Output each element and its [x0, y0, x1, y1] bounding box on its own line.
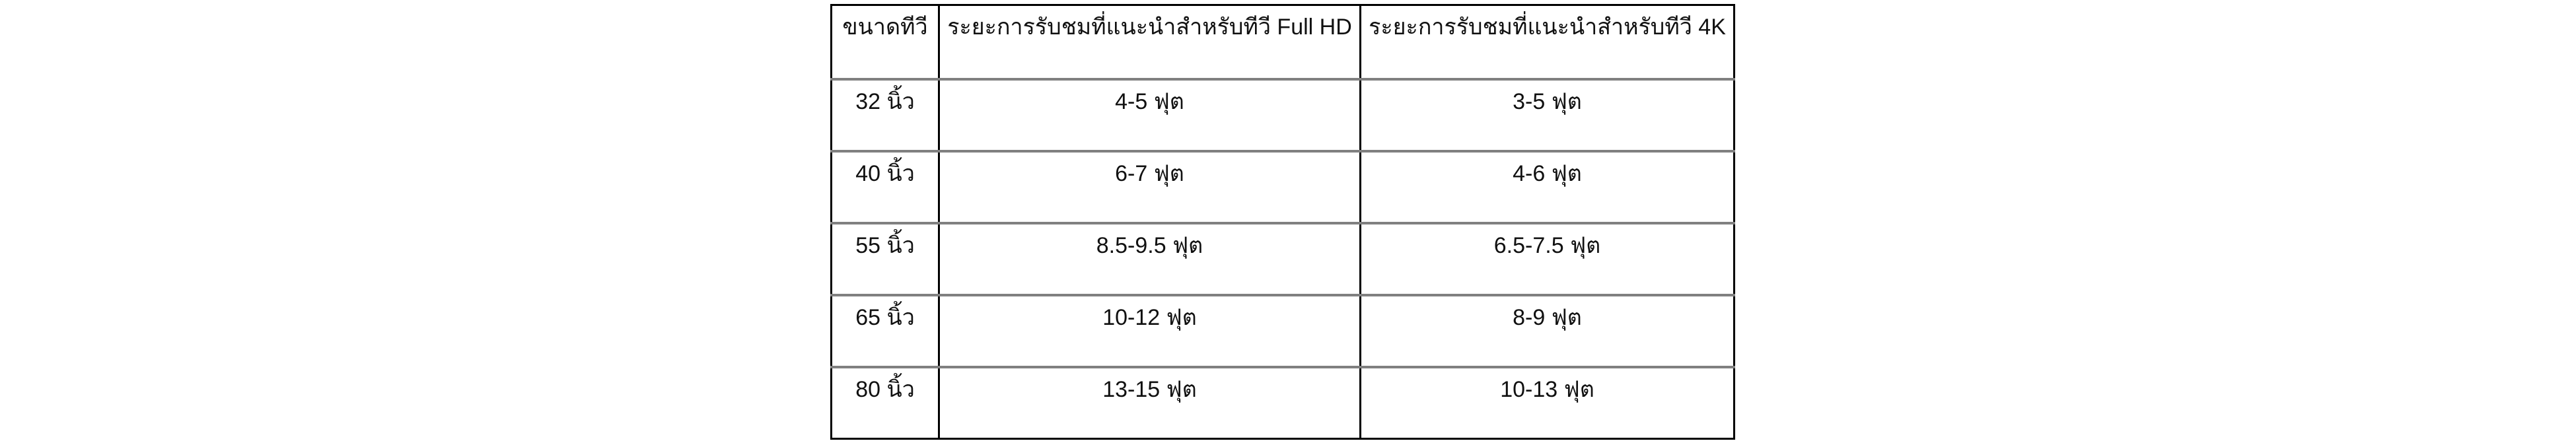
tv-size-cell: 32 นิ้ว [830, 77, 940, 151]
fullhd-distance-cell: 8.5-9.5 ฟุต [938, 221, 1361, 295]
header-distance-4k: ระยะการรับชมที่แนะนำสำหรับทีวี 4K [1359, 5, 1735, 79]
fullhd-distance-cell: 13-15 ฟุต [938, 365, 1361, 439]
fullhd-distance-cell: 10-12 ฟุต [938, 293, 1361, 367]
tv-size-cell: 55 นิ้ว [830, 221, 940, 295]
table-header-row: ขนาดทีวี ระยะการรับชมที่แนะนำสำหรับทีวี … [830, 5, 1735, 79]
header-tv-size: ขนาดทีวี [830, 5, 940, 79]
fullhd-distance-cell: 6-7 ฟุต [938, 149, 1361, 223]
table-row: 40 นิ้ว 6-7 ฟุต 4-6 ฟุต [830, 149, 1735, 223]
tv-size-cell: 65 นิ้ว [830, 293, 940, 367]
4k-distance-cell: 4-6 ฟุต [1359, 149, 1735, 223]
header-distance-fullhd: ระยะการรับชมที่แนะนำสำหรับทีวี Full HD [938, 5, 1361, 79]
table-row: 32 นิ้ว 4-5 ฟุต 3-5 ฟุต [830, 77, 1735, 151]
table-row: 80 นิ้ว 13-15 ฟุต 10-13 ฟุต [830, 365, 1735, 439]
tv-size-cell: 40 นิ้ว [830, 149, 940, 223]
fullhd-distance-cell: 4-5 ฟุต [938, 77, 1361, 151]
4k-distance-cell: 10-13 ฟุต [1359, 365, 1735, 439]
table-row: 65 นิ้ว 10-12 ฟุต 8-9 ฟุต [830, 293, 1735, 367]
4k-distance-cell: 3-5 ฟุต [1359, 77, 1735, 151]
tv-viewing-distance-table: ขนาดทีวี ระยะการรับชมที่แนะนำสำหรับทีวี … [830, 4, 1735, 440]
4k-distance-cell: 6.5-7.5 ฟุต [1359, 221, 1735, 295]
tv-size-cell: 80 นิ้ว [830, 365, 940, 439]
4k-distance-cell: 8-9 ฟุต [1359, 293, 1735, 367]
table-row: 55 นิ้ว 8.5-9.5 ฟุต 6.5-7.5 ฟุต [830, 221, 1735, 295]
